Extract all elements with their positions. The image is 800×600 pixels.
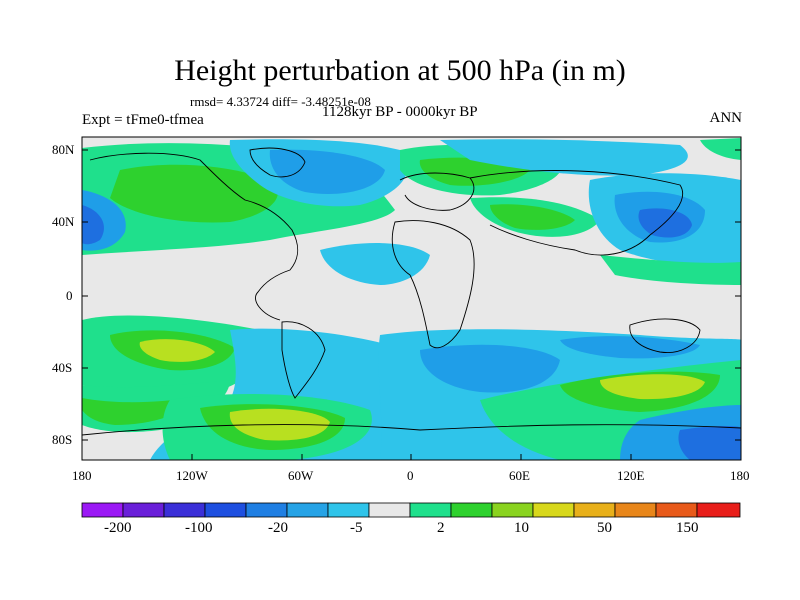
- season-label: ANN: [709, 110, 743, 126]
- lat-tick-label: 40S: [52, 360, 73, 375]
- coast-europe: [399, 172, 475, 211]
- colorbar-box-5: [245, 502, 288, 518]
- figure-title: Height perturbation at 500 hPa (in m): [174, 54, 626, 87]
- colorbar-box-16: [696, 502, 741, 518]
- colorbar-box-8: [368, 502, 411, 518]
- colorbar-box-14: [614, 502, 657, 518]
- colorbar-label: 50: [597, 520, 612, 536]
- colorbar-label: -20: [268, 520, 288, 536]
- lat-tick-label: 0: [66, 288, 73, 303]
- lat-tick-marks: [82, 149, 741, 441]
- coast-asia: [469, 170, 684, 256]
- lon-tick-label: 0: [407, 468, 414, 483]
- contour-yellow-spacific: [139, 339, 215, 362]
- colorbar-box-4: [204, 502, 247, 518]
- contour-bluedark-ross: [678, 425, 741, 460]
- contour-green-ne: [700, 138, 741, 160]
- colorbar-label: 150: [676, 520, 699, 536]
- contour-blue-arctic-asia: [440, 139, 688, 176]
- lon-tick-label: 180: [72, 468, 92, 483]
- coast-africa: [391, 220, 475, 349]
- colorbar-box-11: [491, 502, 534, 518]
- contour-green-na-inner: [110, 164, 278, 223]
- coast-south-america: [281, 321, 326, 399]
- coast-australia: [629, 318, 701, 353]
- colorbar-label: 10: [514, 520, 529, 536]
- contour-yellow-sindian: [600, 374, 705, 400]
- colorbar: [81, 502, 741, 518]
- colorbar-box-10: [450, 502, 493, 518]
- lon-tick-label: 60W: [288, 468, 314, 483]
- period-label: 1128kyr BP - 0000kyr BP: [322, 104, 478, 120]
- colorbar-label: -100: [185, 520, 213, 536]
- colorbar-box-3: [163, 502, 206, 518]
- lon-tick-label: 120W: [176, 468, 208, 483]
- lat-tick-label: 80S: [52, 432, 73, 447]
- lat-tick-label: 40N: [52, 214, 75, 229]
- coast-north-america: [89, 152, 299, 321]
- lon-tick-label: 120E: [617, 468, 645, 483]
- lon-tick-marks: [81, 454, 742, 460]
- stats-line: rmsd= 4.33724 diff= -3.48251e-08: [190, 94, 371, 109]
- contour-field: [82, 137, 741, 460]
- coast-antarctica: [82, 424, 741, 436]
- coastlines: [82, 147, 741, 436]
- colorbar-label: -5: [350, 520, 363, 536]
- lon-tick-label: 180: [730, 468, 750, 483]
- experiment-label: Expt = tFme0-tfmea: [82, 112, 204, 128]
- colorbar-box-7: [327, 502, 370, 518]
- colorbar-label: -200: [104, 520, 132, 536]
- coast-greenland: [249, 147, 306, 178]
- contour-blue-atlantic: [320, 243, 430, 285]
- lon-tick-label: 60E: [509, 468, 530, 483]
- colorbar-box-9: [409, 502, 452, 518]
- colorbar-box-2: [122, 502, 165, 518]
- contour-green-asia-inner: [490, 204, 575, 230]
- contour-green-wpacific: [600, 255, 741, 285]
- contour-blue-greenland-inner: [269, 149, 385, 194]
- colorbar-box-13: [573, 502, 616, 518]
- lat-tick-label: 80N: [52, 142, 75, 157]
- contour-bluedark-pacific: [82, 205, 104, 245]
- colorbar-box-15: [655, 502, 698, 518]
- colorbar-box-6: [286, 502, 329, 518]
- colorbar-label: 2: [437, 520, 445, 536]
- colorbar-box-12: [532, 502, 575, 518]
- contour-green-sw-inner: [82, 398, 190, 425]
- contour-blue-sindian: [420, 344, 560, 393]
- colorbar-box-1: [81, 502, 124, 518]
